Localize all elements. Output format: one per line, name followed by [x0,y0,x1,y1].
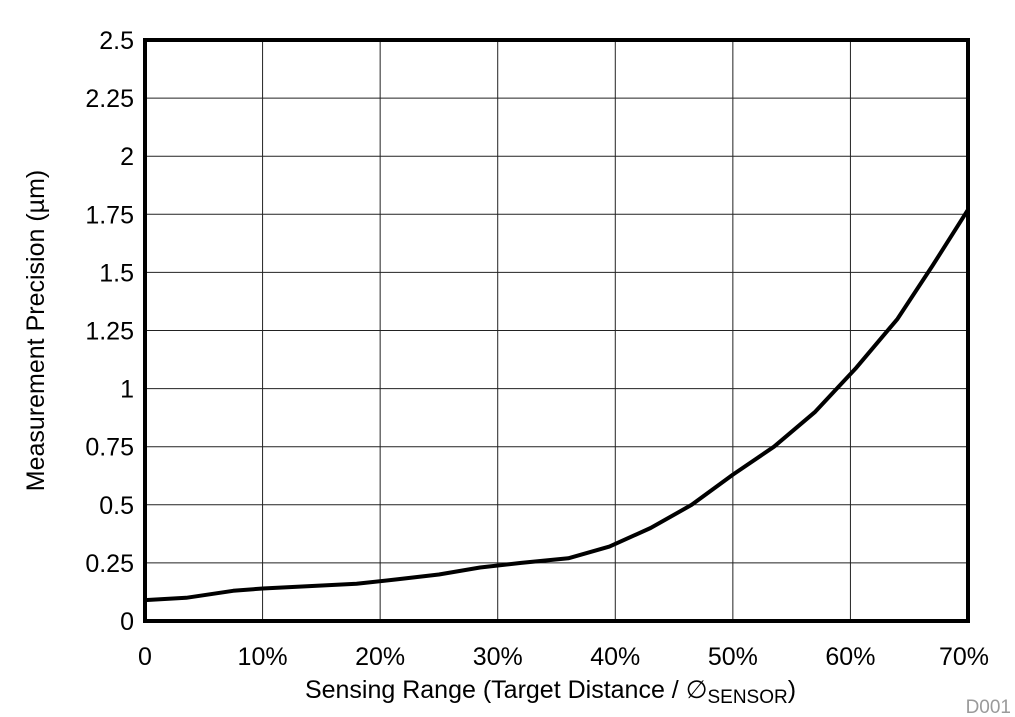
x-tick-label: 30% [473,643,523,671]
y-tick-label: 1.5 [99,259,134,287]
x-tick-label: 20% [355,643,405,671]
x-tick-label: 10% [238,643,288,671]
x-axis-title-close: ) [788,676,796,704]
y-tick-label: 0.75 [85,434,134,462]
y-tick-label: 2 [120,143,134,171]
y-axis-title: Measurement Precision (µm) [22,170,50,491]
y-tick-labels: 0 0.25 0.5 0.75 1 1.25 1.5 1.75 2 2.25 2.5 [85,27,134,636]
y-tick-label: 2.25 [85,85,134,113]
series-layer [144,208,970,603]
y-tick-label: 0.5 [99,492,134,520]
x-tick-label: 70% [939,643,989,671]
y-tick-label: 2.5 [99,27,134,55]
x-tick-label: 0 [138,643,152,671]
y-tick-label: 1 [120,376,134,404]
y-tick-label: 0 [120,608,134,636]
x-axis-title-subscript: SENSOR [707,687,787,708]
x-axis-title: Sensing Range (Target Distance / ∅SENSOR… [305,676,796,708]
plot-area-frame [143,38,970,623]
y-tick-label: 1.25 [85,318,134,346]
x-tick-labels: 0 10% 20% 30% 40% 50% 60% 70% [138,643,989,671]
figure-code: D001 [966,697,1011,717]
series-line [144,208,970,603]
x-axis-title-main: Sensing Range (Target Distance / [305,676,686,704]
y-tick-label: 0.25 [85,550,134,578]
x-tick-label: 60% [825,643,875,671]
x-tick-label: 50% [708,643,758,671]
grid-lines [144,39,969,622]
x-tick-label: 40% [590,643,640,671]
diameter-symbol: ∅ [686,676,708,704]
y-tick-label: 1.75 [85,201,134,229]
